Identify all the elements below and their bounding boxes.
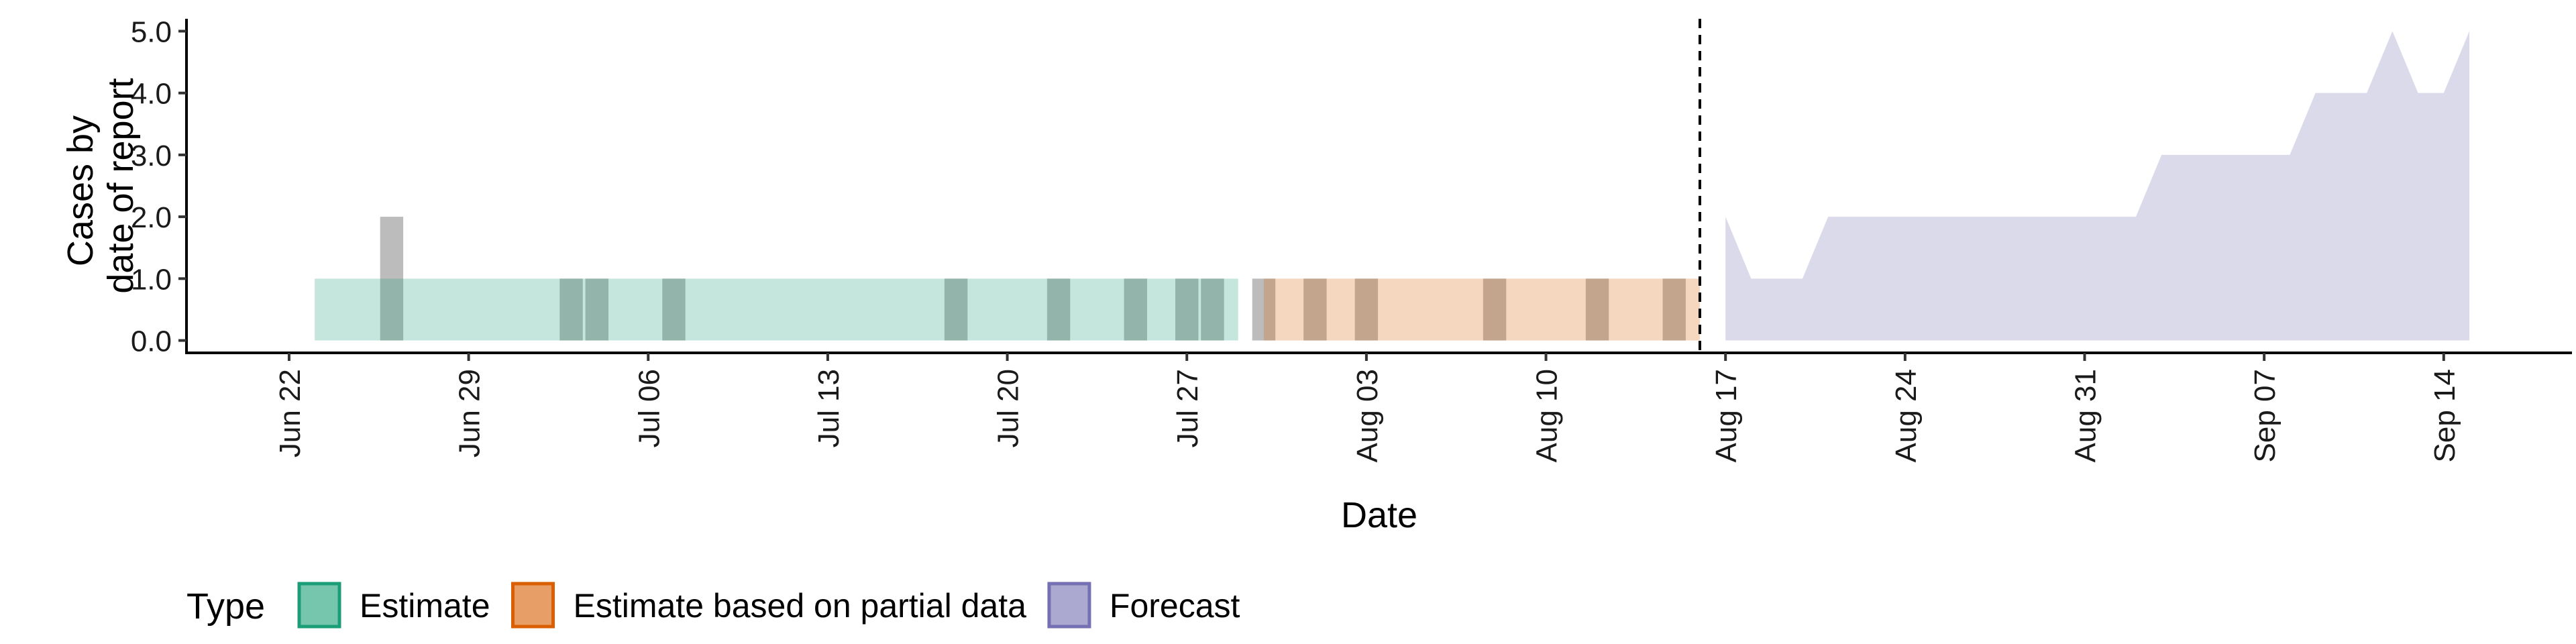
y-tick-label: 1.0 [131, 263, 172, 296]
reported-case-bar [1354, 278, 1379, 341]
y-tick-label: 0.0 [131, 325, 172, 358]
x-tick-label: Sep 07 [2249, 369, 2282, 462]
y-axis-title: Cases by date of report [60, 78, 141, 293]
reported-case-bar [1483, 278, 1507, 341]
band-estimate-based-on-partial-data [1263, 278, 1700, 341]
legend-label: Estimate based on partial data [574, 587, 1027, 625]
y-axis-title-line-1: Cases by [60, 115, 101, 266]
x-tick-label: Jul 20 [992, 369, 1025, 447]
x-tick-label: Aug 17 [1710, 369, 1743, 462]
y-tick-label: 4.0 [131, 78, 172, 111]
x-tick-label: Aug 31 [2070, 369, 2102, 462]
axes [185, 19, 2572, 354]
reported-case-bar [1124, 278, 1147, 341]
legend-key [297, 582, 341, 629]
legend-key [511, 582, 555, 629]
x-tick-label: Jul 06 [633, 369, 665, 447]
y-ticks: 0.0 1.0 2.0 3.0 4.0 5.0 [131, 15, 186, 358]
x-tick-label: Aug 24 [1890, 369, 1923, 462]
reported-case-bar [1252, 278, 1276, 341]
legend-label: Forecast [1110, 587, 1240, 625]
reported-case-bar [1175, 278, 1199, 341]
x-tick-label: Jul 13 [812, 369, 845, 447]
x-ticks: Jun 22 Jun 29 Jul 06 Jul 13 Jul 20 Jul 27 Aug … [274, 353, 2461, 462]
reported-case-bar [380, 217, 404, 341]
reported-case-bar [662, 278, 686, 341]
reported-case-bar [944, 278, 968, 341]
x-tick-label: Aug 10 [1531, 369, 1564, 462]
reported-cases-bars [380, 217, 1686, 341]
y-tick-label: 5.0 [131, 15, 172, 48]
reported-case-bar [585, 278, 608, 341]
x-axis-title: Date [1341, 495, 1417, 535]
reported-case-bar [1201, 278, 1224, 341]
x-tick-label: Jun 22 [274, 369, 307, 458]
x-tick-label: Sep 14 [2428, 369, 2461, 462]
x-tick-label: Jun 29 [453, 369, 486, 458]
estimate-bands [315, 31, 2470, 341]
legend: Type Estimate Estimate based on partial d… [186, 582, 1240, 629]
reported-case-bar [1046, 278, 1071, 341]
band-forecast [1725, 31, 2470, 341]
y-tick-label: 3.0 [131, 140, 172, 172]
x-tick-label: Jul 27 [1171, 369, 1204, 447]
band-estimate [315, 278, 1238, 341]
x-tick-label: Aug 03 [1351, 369, 1384, 462]
y-axis-title-line-2: date of report [101, 78, 141, 293]
y-tick-label: 2.0 [131, 201, 172, 234]
reported-case-bar [1585, 278, 1609, 341]
legend-title: Type [186, 586, 265, 627]
legend-key [1047, 582, 1091, 629]
reported-case-bar [1303, 278, 1327, 341]
reported-case-bar [1662, 278, 1686, 341]
legend-label: Estimate [360, 587, 490, 625]
reported-case-bar [559, 278, 583, 341]
